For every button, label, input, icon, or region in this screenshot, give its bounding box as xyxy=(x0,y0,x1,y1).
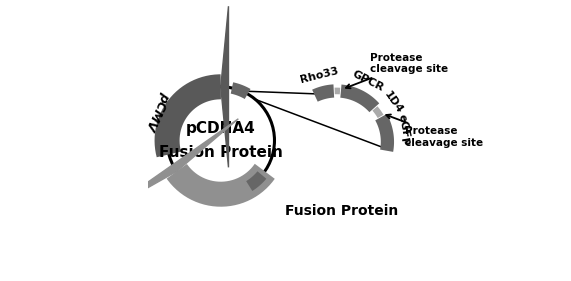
Text: Fusion Protein: Fusion Protein xyxy=(286,204,399,218)
Text: Rho33: Rho33 xyxy=(300,65,340,85)
Text: eGFp: eGFp xyxy=(397,113,412,147)
Polygon shape xyxy=(372,106,384,118)
Text: Protease
cleavage site: Protease cleavage site xyxy=(346,53,449,88)
Polygon shape xyxy=(340,85,379,112)
Text: GPCR: GPCR xyxy=(351,68,385,93)
Polygon shape xyxy=(221,6,228,167)
Text: Protease
cleavage site: Protease cleavage site xyxy=(387,114,484,148)
Polygon shape xyxy=(375,114,394,152)
Polygon shape xyxy=(231,82,251,99)
Text: Fusion Protein: Fusion Protein xyxy=(159,144,283,160)
Polygon shape xyxy=(106,119,238,211)
Text: 1D4: 1D4 xyxy=(381,89,404,115)
Polygon shape xyxy=(246,171,266,191)
Polygon shape xyxy=(335,88,340,94)
Polygon shape xyxy=(312,84,334,102)
Text: pCDNA4: pCDNA4 xyxy=(186,121,256,137)
Text: pCMV: pCMV xyxy=(143,90,172,132)
